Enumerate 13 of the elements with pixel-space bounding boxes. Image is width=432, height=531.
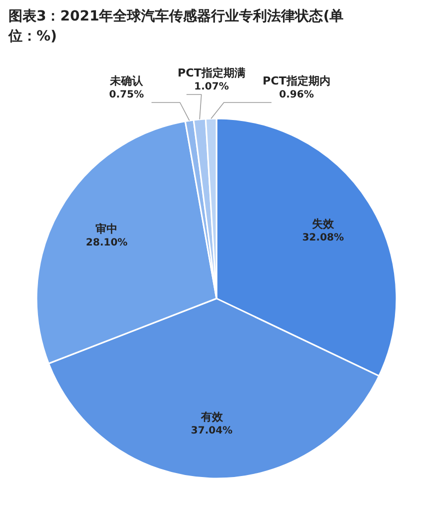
data-label: 37.04%	[190, 425, 233, 436]
data-label: 32.08%	[302, 232, 344, 244]
chart-title: 图表3：2021年全球汽车传感器行业专利法律状态(单位：%)	[8, 8, 344, 44]
slice-label: 有效	[200, 410, 224, 424]
slice-label: PCT指定期满	[178, 66, 246, 80]
data-label: 28.10%	[86, 238, 128, 249]
data-label: 1.07%	[194, 82, 229, 92]
slice-label: 失效	[312, 217, 336, 230]
slice-label: PCT指定期内	[262, 74, 330, 88]
slice-label: 未确认	[109, 74, 144, 88]
data-label: 0.96%	[279, 90, 314, 100]
slice-label: 审中	[96, 222, 118, 236]
data-label: 0.75%	[109, 90, 144, 100]
